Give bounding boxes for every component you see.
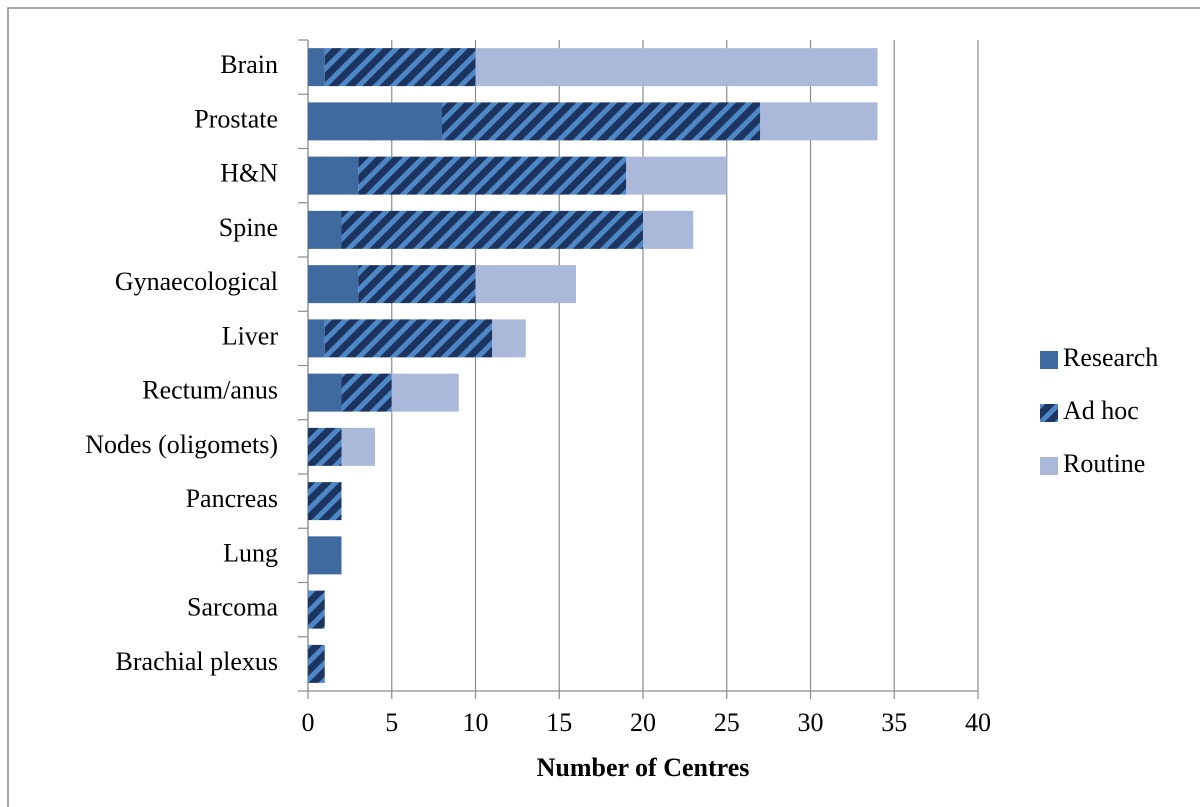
x-tick-label: 5 (385, 708, 398, 737)
y-tick-label: Brachial plexus (116, 647, 278, 676)
bar-segment (308, 48, 325, 87)
bar-segment (308, 536, 342, 575)
legend-label: Research (1063, 343, 1158, 372)
y-tick-label: Spine (219, 213, 278, 242)
x-tick-label: 0 (302, 708, 315, 737)
y-tick-label: Brain (220, 50, 278, 79)
y-tick-label: Nodes (oligomets) (85, 430, 278, 459)
y-tick-label: Pancreas (186, 484, 278, 513)
legend-swatch (1040, 457, 1058, 475)
x-tick-label: 25 (714, 708, 740, 737)
bar-segment (760, 102, 878, 141)
legend-swatch (1040, 351, 1058, 369)
x-tick-label: 30 (798, 708, 824, 737)
y-tick-label: Lung (223, 538, 278, 567)
bar-segment (358, 156, 627, 195)
x-tick-label: 35 (881, 708, 907, 737)
y-tick-label: Gynaecological (115, 267, 278, 296)
chart-frame (7, 7, 1200, 807)
bar-segment (324, 48, 476, 87)
bar-segment (308, 373, 342, 412)
bar-segment (324, 319, 493, 358)
legend-swatch (1040, 404, 1058, 422)
bar-segment (341, 210, 643, 249)
bar-segment (643, 210, 694, 249)
y-tick-label: Sarcoma (187, 593, 278, 622)
legend-label: Routine (1063, 449, 1145, 478)
bar-segment (308, 590, 325, 629)
bar-segment (358, 265, 476, 304)
bar-segment (492, 319, 526, 358)
x-tick-label: 40 (965, 708, 991, 737)
bar-segment (341, 427, 375, 466)
bar-segment (475, 265, 576, 304)
y-tick-label: Liver (222, 321, 279, 350)
x-tick-label: 10 (463, 708, 489, 737)
x-tick-label: 15 (546, 708, 572, 737)
y-tick-label: Rectum/anus (142, 376, 278, 405)
bar-segment (442, 102, 761, 141)
bar-segment (308, 210, 342, 249)
bar-segment (308, 319, 325, 358)
bar-segment (308, 644, 325, 683)
x-tick-label: 20 (630, 708, 656, 737)
legend-label: Ad hoc (1063, 396, 1139, 425)
bar-segment (475, 48, 878, 87)
x-axis-title: Number of Centres (537, 753, 750, 782)
bar-segment (626, 156, 727, 195)
bar-segment (308, 102, 442, 141)
bar-segment (308, 265, 359, 304)
y-tick-label: H&N (220, 159, 278, 188)
bar-segment (308, 427, 342, 466)
bar-segment (391, 373, 459, 412)
bar-segment (341, 373, 392, 412)
bar-segment (308, 482, 342, 521)
y-tick-label: Prostate (194, 104, 278, 133)
bar-segment (308, 156, 359, 195)
